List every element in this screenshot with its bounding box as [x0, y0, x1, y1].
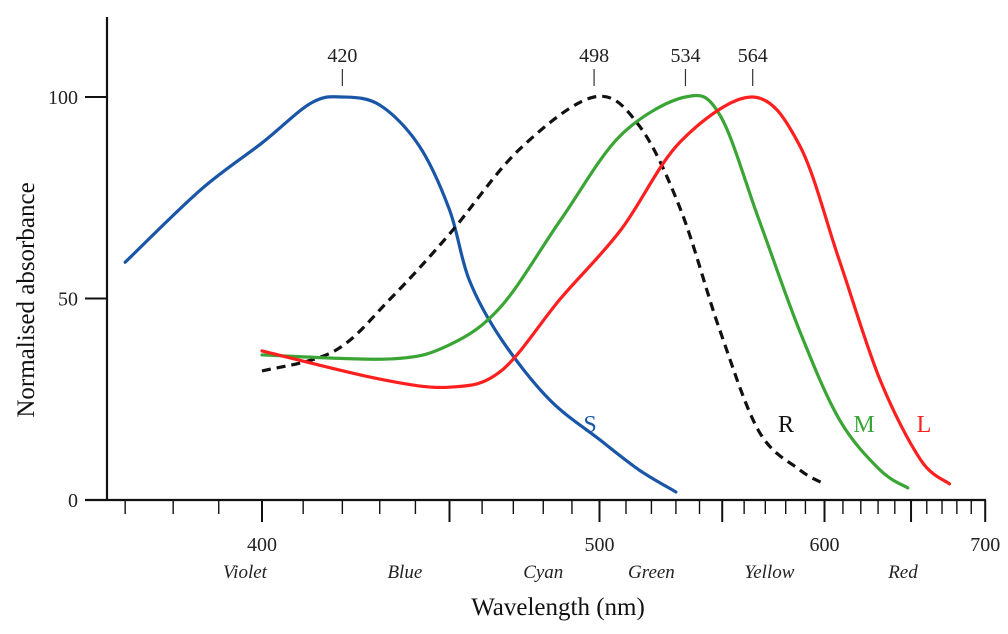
color-band-label: Red: [887, 562, 918, 583]
color-band-label: Cyan: [523, 562, 563, 583]
peak-label: 420: [327, 45, 357, 67]
x-tick-label: 600: [810, 534, 840, 556]
series-label-M: M: [853, 412, 874, 438]
series-line-M: [260, 93, 910, 490]
x-tick-label: 400: [247, 534, 277, 556]
series-line-L: [260, 95, 952, 486]
series-label-L: L: [917, 412, 932, 438]
peak-label: 564: [738, 45, 768, 67]
series-label-R: R: [778, 412, 794, 438]
color-band-label: Blue: [387, 562, 422, 583]
y-tick-label: 0: [68, 490, 78, 512]
series-line-R: [261, 94, 826, 486]
x-tick-label: 500: [585, 534, 615, 556]
y-axis-title: Normalised absorbance: [13, 182, 40, 417]
x-axis-title: Wavelength (nm): [471, 594, 645, 621]
x-tick-label: 700: [970, 534, 1000, 556]
axes: 0 50 100 400 500 600 700: [48, 17, 1000, 556]
y-tick-label: 100: [48, 87, 78, 109]
y-tick-label: 50: [58, 289, 78, 311]
series-label-S: S: [583, 412, 596, 438]
peak-label: 534: [670, 45, 700, 67]
series-line-S: [123, 95, 678, 494]
peak-label: 498: [579, 45, 609, 67]
color-band-label: Green: [628, 562, 675, 583]
color-band-label: Violet: [223, 562, 268, 583]
color-band-label: Yellow: [744, 562, 794, 583]
labels: Violet Blue Cyan Green Yellow Red 420 498 534 564…: [223, 45, 931, 583]
curves: [123, 93, 952, 494]
